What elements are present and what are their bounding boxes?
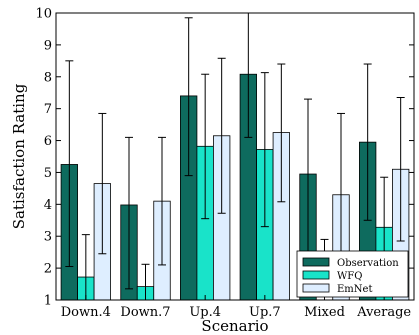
legend-swatch-emnet <box>302 283 330 293</box>
x-tick-label: Up.7 <box>249 305 281 320</box>
y-tick-label: 1 <box>44 294 52 309</box>
legend-swatch-wfq <box>302 270 330 280</box>
y-tick-label: 5 <box>44 166 52 181</box>
x-axis-title: Scenario <box>201 317 268 335</box>
plot-frame <box>55 12 415 301</box>
x-tick-label: Mixed <box>304 305 345 320</box>
y-tick-label: 4 <box>44 198 52 213</box>
y-tick-label: 9 <box>44 38 52 53</box>
y-tick-label: 8 <box>44 70 52 85</box>
x-tick-label: Up.4 <box>189 305 221 320</box>
x-tick-label: Average <box>356 305 411 320</box>
legend: Observation WFQ EmNet <box>296 250 409 298</box>
x-tick-label: Down.7 <box>120 305 170 320</box>
y-tick-label: 7 <box>44 102 52 117</box>
legend-label-observation: Observation <box>337 258 399 269</box>
x-axis: Down.4 Down.7 Up.4 Up.7 Mixed Average <box>61 295 411 320</box>
y-axis: 1 2 3 4 5 6 7 8 9 10 <box>35 7 414 309</box>
legend-label-emnet: EmNet <box>337 284 372 295</box>
y-tick-label: 3 <box>44 230 52 245</box>
x-tick-label: Down.4 <box>61 305 111 320</box>
y-tick-label: 2 <box>44 262 52 277</box>
y-tick-label: 10 <box>35 7 52 22</box>
y-axis-title: Satisfaction Rating <box>10 83 28 229</box>
legend-swatch-observation <box>302 257 330 267</box>
legend-label-wfq: WFQ <box>337 271 362 282</box>
y-tick-label: 6 <box>44 134 52 149</box>
